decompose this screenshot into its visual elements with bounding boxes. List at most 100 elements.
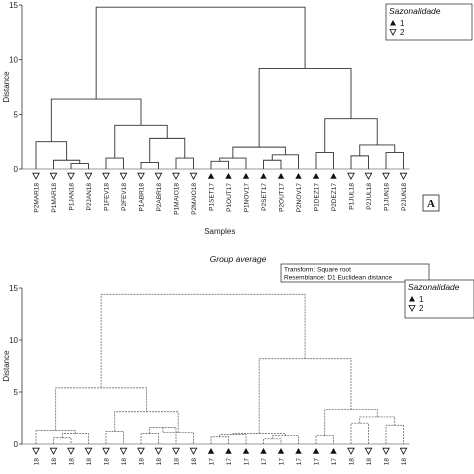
leaf-label: 18 <box>86 458 93 466</box>
leaf-label: 17 <box>296 458 303 466</box>
leaf-label: 18 <box>191 458 198 466</box>
leaf-label: P2JAN18 <box>86 183 93 211</box>
leaf-label: P2FEV18 <box>121 183 128 211</box>
legend-marker-group-1 <box>409 296 415 302</box>
leaf-label: P1FEV18 <box>104 183 111 211</box>
y-tick-label: 0 <box>14 165 19 174</box>
chart-title: Group average <box>210 254 267 264</box>
leaf-label: P1MAR18 <box>51 183 58 213</box>
dendrogram-link <box>258 67 352 148</box>
leaf-marker-group-1 <box>277 448 285 454</box>
x-axis-title: Samples <box>204 227 235 236</box>
dendrogram-link <box>210 436 229 444</box>
dendrogram-link <box>53 159 81 169</box>
leaf-label: P1JAN18 <box>69 183 76 211</box>
y-tick-label: 10 <box>9 56 18 65</box>
dendrogram-link <box>149 137 186 163</box>
leaf-marker-group-2 <box>137 172 145 180</box>
y-tick-label: 15 <box>9 1 18 10</box>
leaf-label: P1MAIO18 <box>174 183 181 215</box>
leaf-label: P1JUL18 <box>349 183 356 210</box>
leaf-label: 17 <box>244 458 251 466</box>
leaf-label: P2MAR18 <box>34 183 41 213</box>
dendrogram-link <box>271 435 299 444</box>
dendrogram-link <box>140 433 159 444</box>
y-tick-label: 10 <box>9 336 18 345</box>
dendrogram-link <box>350 422 369 444</box>
leaf-label: P1ABR18 <box>139 183 146 212</box>
leaf-marker-group-2 <box>347 447 355 455</box>
dendrogram-link <box>35 141 68 169</box>
leaf-label: P2MAIO18 <box>191 183 198 215</box>
leaf-marker-group-1 <box>330 448 337 454</box>
legend-box <box>404 279 474 319</box>
leaf-marker-group-1 <box>295 448 302 454</box>
leaf-marker-group-2 <box>102 447 110 455</box>
dendrogram-link <box>359 416 396 426</box>
leaf-marker-group-1 <box>260 448 267 454</box>
leaf-marker-group-2 <box>347 172 355 180</box>
dendrogram-link <box>53 437 72 444</box>
y-tick-label: 5 <box>14 110 19 119</box>
legend-marker-group-2 <box>389 29 397 36</box>
leaf-marker-group-1 <box>225 448 232 454</box>
leaf-label: P1DEZ17 <box>314 183 321 212</box>
dendrogram-link <box>263 438 282 444</box>
leaf-marker-group-2 <box>399 447 408 455</box>
dendrogram-link <box>232 433 286 436</box>
dendrogram-link <box>232 146 286 159</box>
dendrogram-link <box>50 98 142 142</box>
dendrogram-link <box>324 118 378 153</box>
leaf-marker-group-1 <box>242 173 250 179</box>
leaf-marker-group-1 <box>312 448 320 454</box>
dendrogram-link <box>140 161 159 169</box>
dendrogram-link <box>219 157 247 169</box>
legend-entry-label: 2 <box>400 28 405 37</box>
leaf-label: 18 <box>69 458 76 466</box>
dendrogram-link <box>61 433 89 444</box>
leaf-label: P2NOV17 <box>296 183 303 213</box>
leaf-label: 18 <box>104 458 111 466</box>
leaf-label: 17 <box>261 458 268 466</box>
leaf-marker-group-2 <box>189 172 198 180</box>
leaf-marker-group-2 <box>67 172 75 180</box>
leaf-label: 17 <box>226 458 233 466</box>
leaf-marker-group-1 <box>242 448 250 454</box>
dendrogram-link <box>219 434 247 444</box>
dendrogram-link <box>35 430 76 444</box>
leaf-label: P2ABR18 <box>156 183 163 212</box>
leaf-label: P2DEZ17 <box>331 183 338 212</box>
leaf-marker-group-2 <box>364 447 373 455</box>
legend-entry-label: 2 <box>419 304 424 313</box>
dendrogram-link <box>350 155 369 169</box>
dendrogram-link <box>149 427 177 444</box>
dendrogram-link <box>95 6 306 100</box>
leaf-marker-group-2 <box>84 172 93 180</box>
y-tick-label: 0 <box>14 440 19 449</box>
leaf-marker-group-2 <box>399 172 408 180</box>
y-tick-label: 15 <box>9 284 18 293</box>
leaf-marker-group-1 <box>295 173 302 179</box>
leaf-label: P1OUT17 <box>226 183 233 212</box>
legend-marker-group-1 <box>390 20 396 26</box>
dendrogram-link <box>175 157 194 169</box>
dendrogram-link <box>263 159 282 169</box>
dendrogram-link <box>55 387 147 431</box>
leaf-label: 18 <box>156 458 163 466</box>
leaf-label: P2JUL18 <box>366 183 373 210</box>
leaf-marker-group-2 <box>32 447 40 455</box>
method-note-line: Transform: Square root <box>284 267 351 274</box>
leaf-marker-group-2 <box>364 172 373 180</box>
leaf-marker-group-2 <box>154 172 163 180</box>
leaf-marker-group-1 <box>260 173 267 179</box>
method-note-line: Resemblance: D1 Euclidean distance <box>284 275 392 282</box>
panel-letter: A <box>427 198 435 210</box>
leaf-label: 17 <box>279 458 286 466</box>
dendrogram-link <box>114 411 179 433</box>
leaf-marker-group-1 <box>225 173 232 179</box>
leaf-marker-group-2 <box>154 447 163 455</box>
dendrogram-panel-1: 0 5 10 15 Distance P2MAR18 P1MAR18 P1JAN18 P2JAN… <box>2 1 473 236</box>
y-axis-title: Distance <box>2 350 11 382</box>
dendrogram-link <box>114 124 168 159</box>
